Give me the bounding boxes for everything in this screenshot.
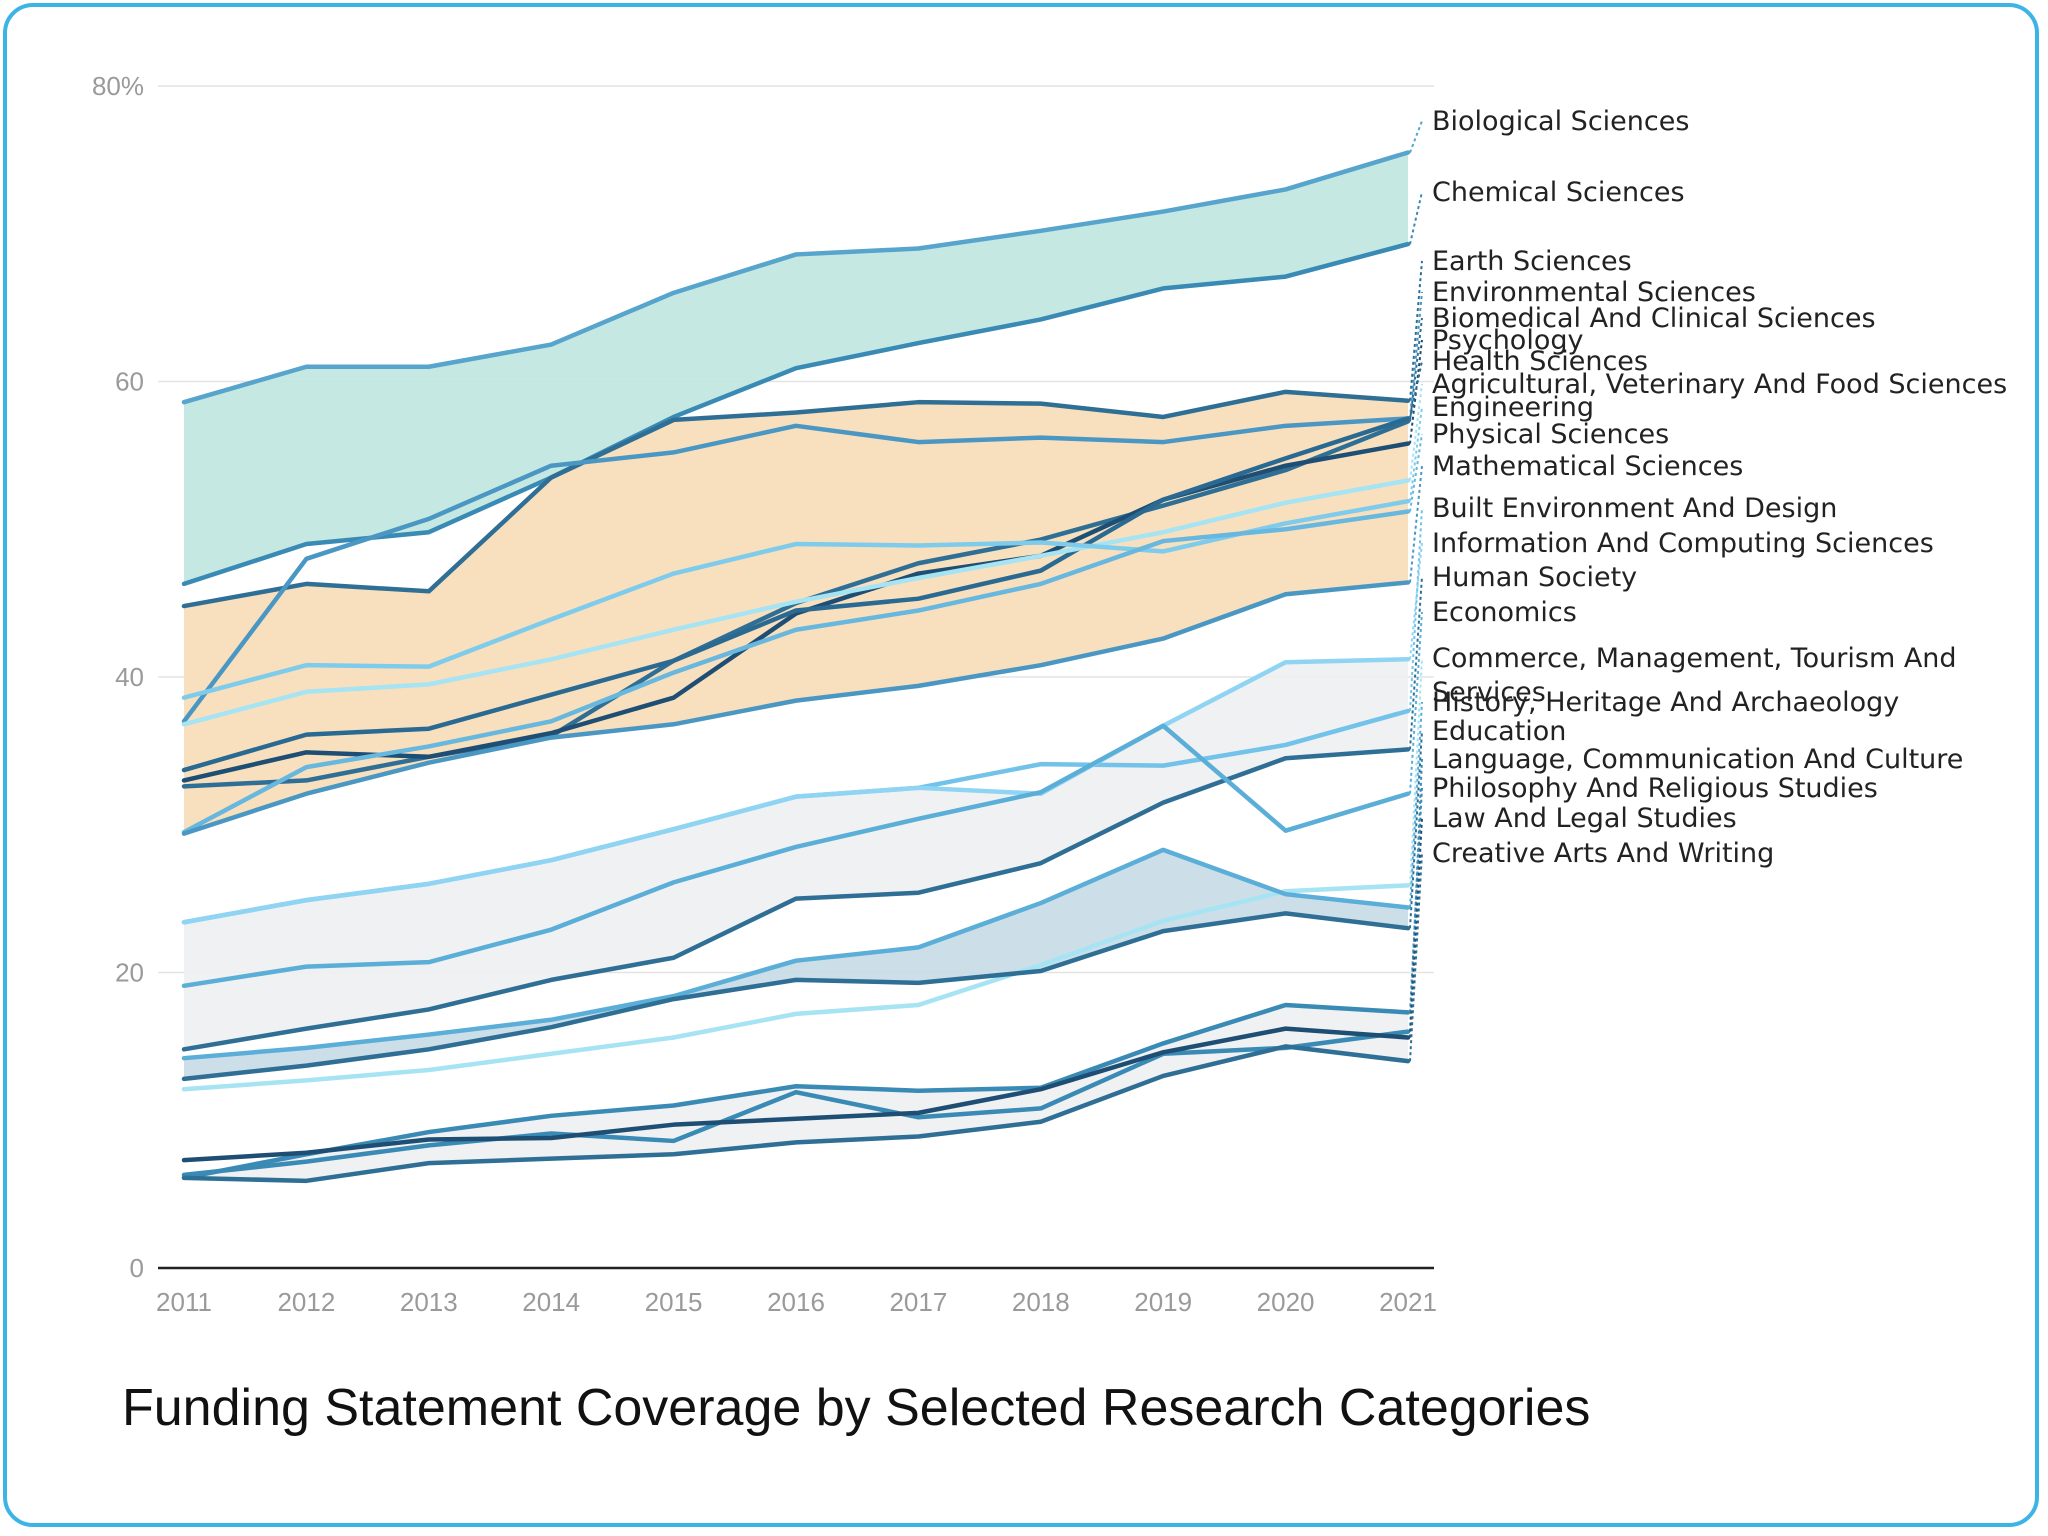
series-line-environmental-sciences [181, 416, 1411, 724]
leader-line [1409, 576, 1423, 750]
series-line-engineering [181, 498, 1411, 700]
series-label-biomedical-and-clinical-sciences: Biomedical And Clinical Sciences [1432, 303, 1876, 334]
leader-line [1409, 433, 1423, 512]
y-tick-label: 0 [130, 1253, 144, 1283]
series-line-language-communication-and-culture [181, 1029, 1411, 1178]
leader-line [1409, 406, 1423, 502]
series-line-agricultural-veterinary-and-food-sciences [181, 478, 1411, 727]
leader-line [1409, 657, 1423, 886]
series-label-law-and-legal-studies: Law And Legal Studies [1432, 803, 1737, 834]
series-label-mathematical-sciences: Mathematical Sciences [1432, 451, 1743, 482]
x-tick-label: 2012 [277, 1287, 335, 1317]
y-tick-label: 20 [115, 958, 144, 988]
leader-line [1409, 360, 1423, 419]
x-tick-label: 2018 [1012, 1287, 1070, 1317]
leader-line [1409, 383, 1423, 481]
x-tick-label: 2020 [1257, 1287, 1315, 1317]
series-label-earth-sciences: Earth Sciences [1432, 246, 1632, 277]
series-label-agricultural-veterinary-and-food-sciences: Agricultural, Veterinary And Food Scienc… [1432, 369, 2007, 400]
series-line-education [181, 911, 1411, 1082]
chart-title: Funding Statement Coverage by Selected R… [122, 1379, 1591, 1437]
series-line-philosophy-and-religious-studies [181, 1002, 1411, 1181]
leader-line [1409, 730, 1423, 929]
leader-line [1409, 701, 1423, 908]
y-tick-label: 80% [92, 71, 144, 101]
x-tick-label: 2021 [1379, 1287, 1437, 1317]
leader-line [1409, 465, 1423, 583]
series-line-economics [181, 723, 1411, 989]
series-line-information-and-computing-sciences [181, 657, 1411, 925]
series-label-health-sciences: Health Sciences [1432, 346, 1648, 377]
series-label-philosophy-and-religious-studies: Philosophy And Religious Studies [1432, 773, 1878, 804]
series-line-commerce-management-tourism-and-services [181, 883, 1411, 1092]
leader-line [1409, 339, 1423, 444]
series-line-creative-arts-and-writing [181, 1044, 1411, 1184]
series-label-commerce-management-tourism-and-services: Commerce, Management, Tourism And Service… [1432, 643, 1957, 708]
leader-line [1409, 542, 1423, 660]
series-label-language-communication-and-culture: Language, Communication And Culture [1432, 744, 1963, 775]
series-line-health-sciences [181, 416, 1411, 773]
series-label-economics: Economics [1432, 597, 1577, 628]
series-label-psychology: Psychology [1432, 325, 1583, 356]
series-line-earth-sciences [181, 389, 1411, 609]
series-label-built-environment-and-design: Built Environment And Design [1432, 493, 1837, 524]
series-line-history-heritage-and-archaeology [181, 847, 1411, 1061]
series-label-creative-arts-and-writing: Creative Arts And Writing [1432, 838, 1774, 869]
leader-line [1409, 787, 1423, 1013]
series-label-education: Education [1432, 716, 1566, 747]
x-tick-label: 2011 [156, 1287, 212, 1317]
leader-line [1409, 852, 1423, 1062]
band-area [184, 849, 1408, 1079]
leader-line [1409, 611, 1423, 794]
series-label-engineering: Engineering [1432, 392, 1594, 423]
y-tick-label: 40 [115, 662, 144, 692]
leader-line [1409, 120, 1423, 153]
x-tick-label: 2017 [889, 1287, 947, 1317]
x-tick-label: 2015 [645, 1287, 703, 1317]
series-label-information-and-computing-sciences: Information And Computing Sciences [1432, 528, 1934, 559]
series-line-chemical-sciences [181, 241, 1411, 587]
leader-line [1409, 317, 1423, 422]
series-label-human-society: Human Society [1432, 562, 1637, 593]
series-line-human-society [181, 747, 1411, 1052]
series-label-environmental-sciences: Environmental Sciences [1432, 277, 1756, 308]
series-label-physical-sciences: Physical Sciences [1432, 419, 1669, 450]
series-line-physical-sciences [181, 509, 1411, 835]
y-tick-label: 60 [115, 367, 144, 397]
series-line-biological-sciences [181, 150, 1411, 405]
series-label-biological-sciences: Biological Sciences [1432, 106, 1689, 137]
x-tick-label: 2014 [522, 1287, 580, 1317]
x-tick-label: 2016 [767, 1287, 825, 1317]
x-tick-label: 2013 [400, 1287, 458, 1317]
x-tick-label: 2019 [1134, 1287, 1192, 1317]
leader-line [1409, 507, 1423, 712]
series-line-law-and-legal-studies [181, 1026, 1411, 1163]
series-label-chemical-sciences: Chemical Sciences [1432, 177, 1685, 208]
leader-line [1409, 260, 1423, 401]
band-area [184, 659, 1408, 1050]
leader-line [1409, 191, 1423, 245]
series-line-mathematical-sciences [181, 580, 1411, 836]
series-label-history-heritage-and-archaeology: History, Heritage And Archaeology [1432, 687, 1899, 718]
leader-line [1409, 817, 1423, 1038]
